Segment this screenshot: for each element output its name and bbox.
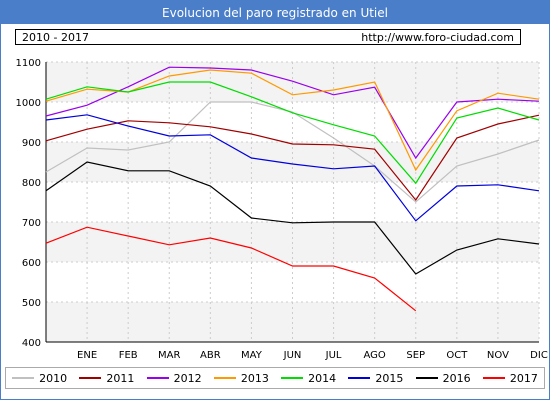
legend-item-2017: 2017: [482, 371, 538, 385]
legend-swatch: [415, 377, 438, 379]
x-tick-label: DIC: [530, 350, 548, 361]
legend-item-2014: 2014: [281, 372, 336, 385]
x-tick-label: JUN: [283, 350, 302, 361]
legend-label: 2013: [240, 371, 269, 385]
x-tick-label: NOV: [487, 350, 509, 361]
y-tick-label: 600: [22, 258, 41, 269]
info-bar: 2010 - 2017 http://www.foro-ciudad.com: [15, 29, 521, 45]
legend-swatch: [213, 377, 236, 379]
x-tick-label: FEB: [119, 350, 138, 361]
x-tick-label: ABR: [200, 350, 221, 361]
legend-swatch: [12, 377, 35, 379]
x-tick-label: MAR: [158, 350, 180, 361]
legend-label: 2012: [173, 371, 202, 385]
y-tick-label: 700: [22, 218, 41, 229]
legend-swatch: [79, 377, 102, 379]
legend-item-2012: 2012: [146, 371, 202, 385]
legend-label: 2016: [442, 371, 471, 385]
y-tick-label: 400: [22, 338, 41, 349]
series-line-2011: [45, 114, 540, 202]
legend-label: 2017: [509, 371, 538, 385]
year-range: 2010 - 2017: [22, 30, 89, 44]
legend-swatch: [348, 377, 371, 379]
series-line-2014: [45, 81, 540, 185]
series-line-2016: [45, 161, 540, 275]
series-line-2015: [45, 114, 540, 222]
legend-label: 2014: [308, 371, 337, 385]
legend-item-2011: 2011: [79, 372, 134, 385]
x-tick-label: JUL: [325, 350, 342, 361]
legend-item-2013: 2013: [213, 371, 269, 385]
legend-item-2010: 2010: [12, 372, 67, 385]
legend-label: 2011: [106, 371, 135, 385]
y-tick-label: 1100: [16, 58, 41, 69]
x-tick-label: OCT: [446, 350, 468, 361]
chart-legend: 2010 2011 2012 2013 2014 2015 2016 2017: [5, 367, 545, 389]
y-tick-label: 1000: [16, 98, 41, 109]
series-line-2017: [45, 226, 417, 312]
legend-swatch: [281, 377, 304, 379]
legend-swatch: [146, 377, 169, 379]
y-tick-label: 900: [22, 138, 41, 149]
legend-swatch: [482, 377, 505, 379]
x-tick-label: SEP: [406, 350, 425, 361]
y-tick-label: 500: [22, 298, 41, 309]
legend-label: 2015: [375, 371, 404, 385]
legend-item-2016: 2016: [415, 371, 471, 385]
series-line-2012: [45, 66, 540, 160]
y-tick-label: 800: [22, 178, 41, 189]
legend-item-2015: 2015: [348, 372, 403, 385]
x-tick-label: ENE: [77, 350, 97, 361]
source-url: http://www.foro-ciudad.com: [361, 30, 514, 44]
x-tick-label: AGO: [364, 350, 386, 361]
legend-label: 2010: [39, 371, 68, 385]
chart-title: Evolucion del paro registrado en Utiel: [1, 1, 549, 24]
series-line-2010: [45, 101, 540, 203]
x-tick-label: MAY: [241, 350, 263, 361]
